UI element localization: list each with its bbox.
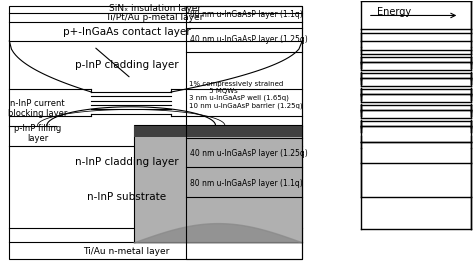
Text: n-InP substrate: n-InP substrate (87, 192, 166, 202)
Text: 40 nm u-InGaAsP layer (1.25q): 40 nm u-InGaAsP layer (1.25q) (190, 35, 308, 44)
Bar (186, 6, 302, 259)
Text: Ti/Pt/Au p-metal layer: Ti/Pt/Au p-metal layer (105, 13, 204, 22)
Text: SiNₓ insulation layer: SiNₓ insulation layer (109, 4, 201, 13)
Text: p-InP filling
layer: p-InP filling layer (14, 124, 61, 143)
Text: 40 nm u-InGaAsP layer (1.25q): 40 nm u-InGaAsP layer (1.25q) (190, 149, 308, 158)
Text: 1% compressively strained
         5 MQWs
3 nm u-InGaAsP well (1.65q)
10 nm u-In: 1% compressively strained 5 MQWs 3 nm u-… (189, 81, 302, 109)
Text: n-InP cladding layer: n-InP cladding layer (75, 157, 178, 167)
Bar (134, 125, 302, 242)
Text: Ti/Au n-metal layer: Ti/Au n-metal layer (83, 247, 170, 256)
Text: p+-InGaAs contact layer: p+-InGaAs contact layer (63, 26, 191, 36)
Text: 80 nm u-InGaAsP layer (1.1q): 80 nm u-InGaAsP layer (1.1q) (190, 10, 302, 19)
Text: p-InP cladding layer: p-InP cladding layer (75, 60, 178, 70)
Text: 80 nm u-InGaAsP layer (1.1q): 80 nm u-InGaAsP layer (1.1q) (190, 179, 302, 188)
Text: Energy: Energy (376, 7, 410, 17)
Bar (134, 126, 302, 137)
Text: n-InP current
blocking layer: n-InP current blocking layer (8, 99, 67, 118)
Bar (9, 6, 302, 259)
